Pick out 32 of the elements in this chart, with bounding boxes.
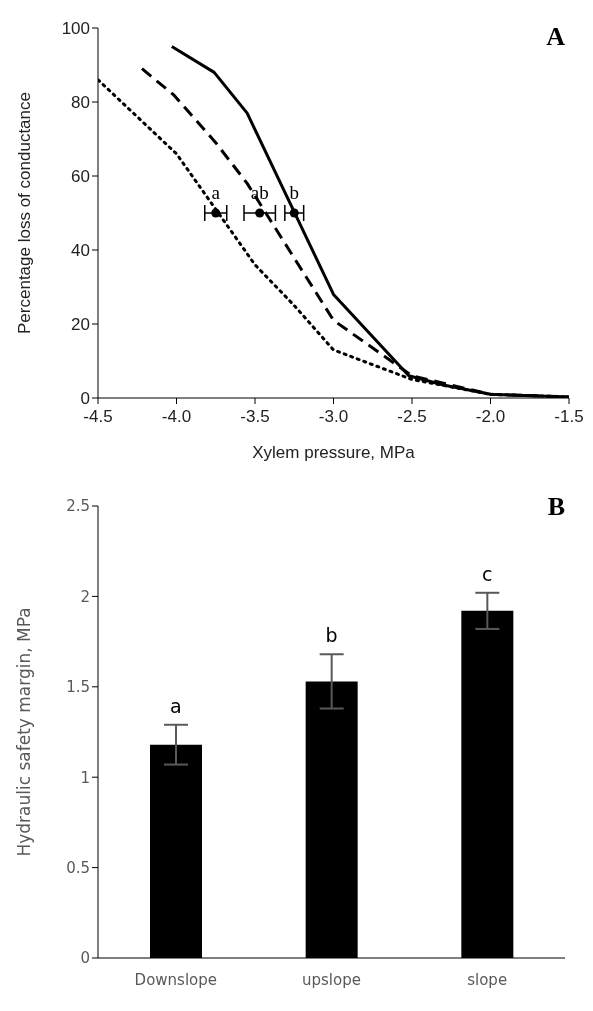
y-tick-label: 0 bbox=[80, 949, 90, 968]
x-tick-label: -3.0 bbox=[318, 407, 349, 427]
y-tick-label: 60 bbox=[71, 167, 90, 187]
annotation: b bbox=[289, 182, 299, 203]
annotation: A bbox=[546, 22, 565, 52]
x-tick-label: -3.5 bbox=[240, 407, 270, 427]
annotation: B bbox=[547, 492, 565, 522]
x-tick-label: upslope bbox=[302, 970, 361, 989]
y-tick-label: 40 bbox=[71, 241, 90, 261]
y-tick-label: 0 bbox=[80, 389, 90, 409]
x-tick-label: -1.5 bbox=[554, 407, 584, 427]
y-axis-title: Percentage loss of conductance bbox=[15, 92, 35, 334]
y-tick-label: 2 bbox=[80, 587, 90, 606]
annotation: c bbox=[481, 562, 493, 585]
y-tick-label: 2.5 bbox=[66, 497, 90, 516]
annotation: b bbox=[325, 624, 338, 647]
y-tick-label: 1.5 bbox=[66, 678, 90, 697]
annotation: a bbox=[211, 182, 221, 203]
y-tick-label: 0.5 bbox=[66, 858, 90, 877]
y-tick-label: 100 bbox=[61, 19, 90, 39]
x-tick-label: -2.0 bbox=[475, 407, 506, 427]
y-tick-label: 1 bbox=[80, 768, 90, 787]
y-axis-title: Hydraulic safety margin, MPa bbox=[14, 607, 35, 857]
x-axis-title: Xylem pressure, MPa bbox=[252, 443, 416, 462]
x-tick-label: slope bbox=[467, 970, 508, 989]
x-tick-label: -4.5 bbox=[83, 407, 113, 427]
x-tick-label: -4.0 bbox=[161, 407, 192, 427]
x-tick-label: -2.5 bbox=[397, 407, 427, 427]
y-tick-label: 20 bbox=[71, 315, 90, 335]
y-tick-label: 80 bbox=[71, 93, 90, 113]
annotation: a bbox=[170, 694, 182, 717]
x-tick-label: Downslope bbox=[134, 970, 218, 989]
